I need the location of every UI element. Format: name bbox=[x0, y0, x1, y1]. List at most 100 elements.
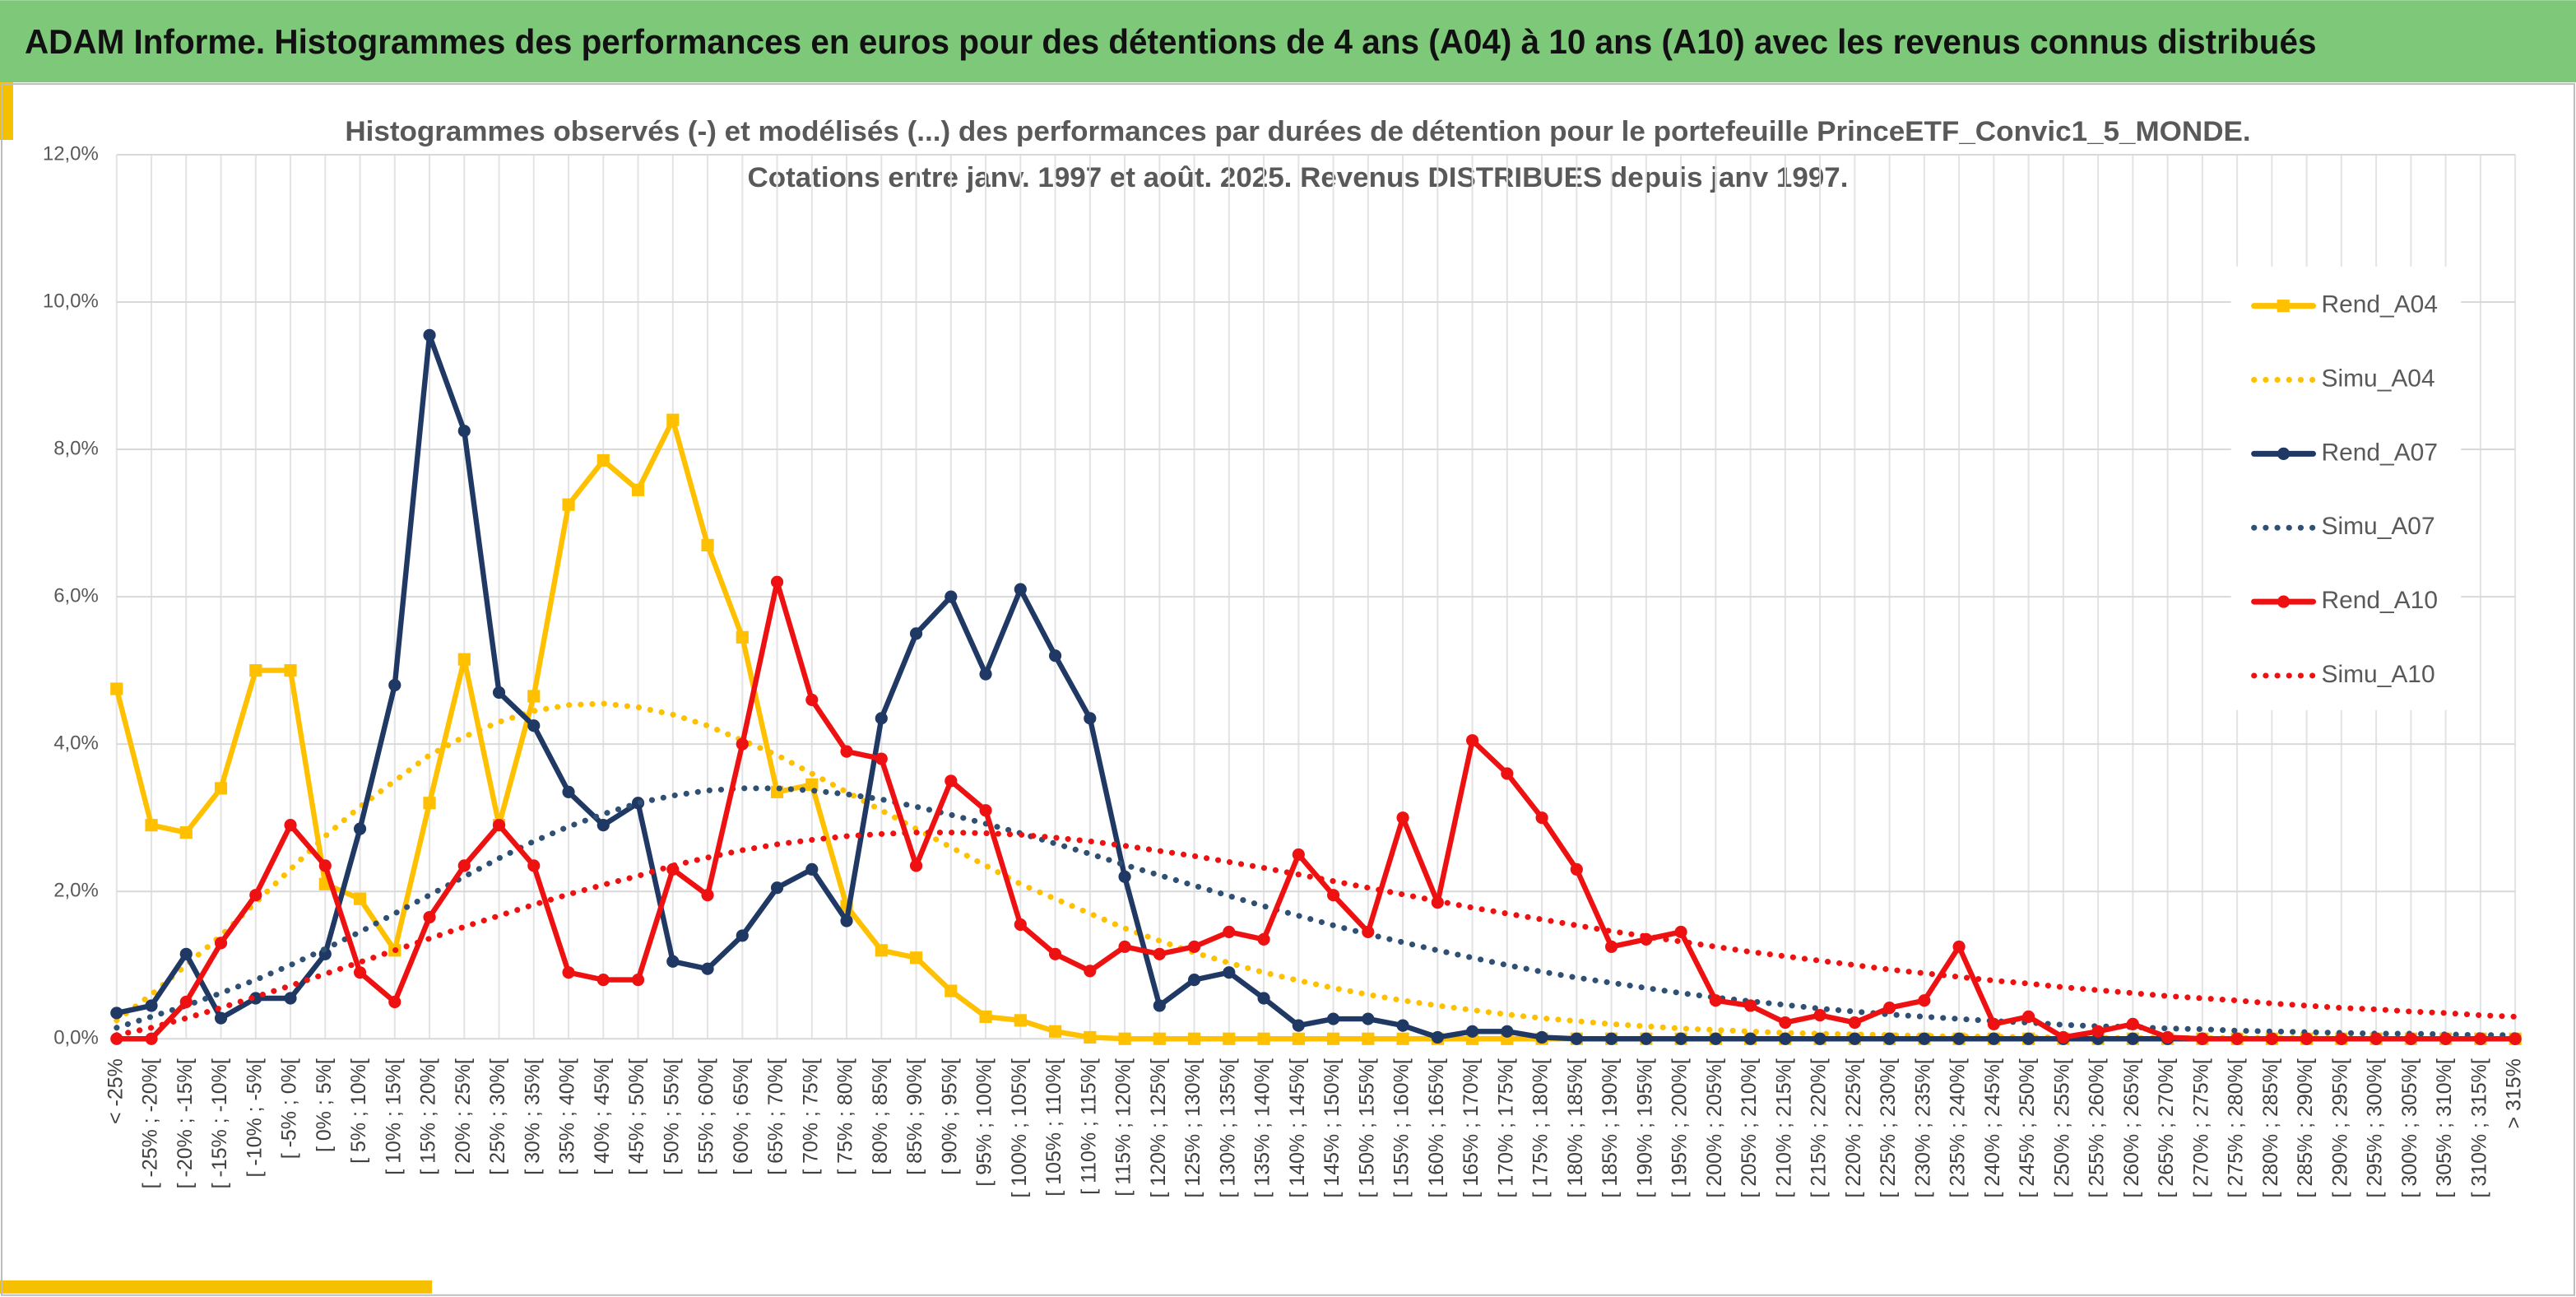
marker bbox=[423, 910, 436, 924]
x-tick-label: [ 110% ; 115%[ bbox=[1077, 1058, 1100, 1195]
marker bbox=[1153, 1032, 1166, 1045]
marker bbox=[2369, 1032, 2383, 1045]
x-tick-label: [ 70% ; 75%[ bbox=[799, 1058, 822, 1175]
marker bbox=[945, 590, 958, 603]
marker bbox=[736, 737, 749, 751]
x-tick-label: [ -20% ; -15%[ bbox=[174, 1058, 197, 1188]
marker bbox=[284, 664, 297, 677]
marker bbox=[596, 819, 610, 832]
marker bbox=[1292, 848, 1305, 862]
x-tick-label: [ 280% ; 285%[ bbox=[2259, 1058, 2282, 1197]
marker bbox=[214, 782, 228, 795]
marker bbox=[875, 752, 888, 765]
marker bbox=[2265, 1032, 2278, 1045]
x-tick-label: [ 195% ; 200%[ bbox=[1669, 1058, 1692, 1197]
y-tick-label: 0,0% bbox=[53, 1027, 99, 1049]
marker bbox=[1640, 1032, 1653, 1045]
marker bbox=[110, 1006, 123, 1020]
marker bbox=[1674, 925, 1687, 939]
marker bbox=[2335, 1032, 2348, 1045]
y-tick-label: 6,0% bbox=[53, 584, 99, 607]
marker bbox=[1987, 1032, 2000, 1045]
marker bbox=[457, 653, 471, 666]
marker bbox=[701, 538, 714, 552]
marker bbox=[179, 825, 193, 839]
marker bbox=[284, 819, 297, 832]
marker bbox=[1014, 583, 1027, 596]
marker bbox=[249, 664, 262, 677]
marker bbox=[2196, 1032, 2209, 1045]
marker bbox=[2474, 1032, 2487, 1045]
marker bbox=[1535, 811, 1548, 825]
y-tick-label: 12,0% bbox=[43, 142, 99, 165]
x-tick-label: [ 45% ; 50%[ bbox=[625, 1058, 648, 1175]
x-tick-label: [ -25% ; -20%[ bbox=[139, 1058, 162, 1188]
marker bbox=[1883, 1002, 1896, 1015]
marker bbox=[492, 686, 506, 700]
marker bbox=[2057, 1030, 2070, 1044]
marker bbox=[1048, 947, 1062, 960]
marker bbox=[1396, 1019, 1409, 1032]
marker bbox=[979, 1010, 992, 1023]
marker bbox=[2230, 1032, 2244, 1045]
marker bbox=[1153, 999, 1166, 1012]
marker bbox=[2404, 1032, 2417, 1045]
x-tick-label: [ 65% ; 70%[ bbox=[764, 1058, 787, 1175]
marker bbox=[875, 712, 888, 725]
marker bbox=[1952, 940, 1966, 953]
marker bbox=[701, 962, 714, 975]
marker bbox=[562, 966, 575, 979]
marker bbox=[736, 630, 749, 644]
marker bbox=[1987, 1017, 2000, 1030]
marker bbox=[909, 859, 923, 872]
legend-marker bbox=[2277, 595, 2291, 608]
legend-label: Rend_A07 bbox=[2321, 439, 2438, 466]
marker bbox=[353, 892, 367, 905]
x-tick-label: [ 175% ; 180%[ bbox=[1529, 1058, 1553, 1197]
x-tick-label: [ 130% ; 135%[ bbox=[1216, 1058, 1239, 1197]
y-tick-label: 2,0% bbox=[53, 880, 99, 902]
x-tick-label: [ 140% ; 145%[ bbox=[1286, 1058, 1309, 1197]
x-tick-label: [ 80% ; 85%[ bbox=[869, 1058, 892, 1175]
marker bbox=[1604, 940, 1618, 953]
x-tick-label: [ 120% ; 125%[ bbox=[1147, 1058, 1170, 1197]
x-tick-label: [ 55% ; 60%[ bbox=[695, 1058, 718, 1175]
accent bbox=[0, 82, 13, 140]
legend-label: Rend_A10 bbox=[2321, 587, 2438, 614]
chart-title: Histogrammes observés (-) et modélisés (… bbox=[345, 116, 2250, 147]
marker bbox=[388, 995, 401, 1009]
x-tick-label: [ 210% ; 215%[ bbox=[1772, 1058, 1795, 1197]
marker bbox=[805, 862, 819, 876]
x-tick-label: [ 255% ; 260%[ bbox=[2086, 1058, 2109, 1197]
x-tick-label: [ 155% ; 160%[ bbox=[1390, 1058, 1413, 1197]
marker bbox=[1048, 649, 1062, 662]
marker bbox=[909, 951, 923, 965]
x-tick-label: [ 260% ; 265%[ bbox=[2120, 1058, 2143, 1197]
marker bbox=[1396, 1032, 1409, 1045]
marker bbox=[179, 995, 193, 1009]
marker bbox=[527, 719, 541, 732]
marker bbox=[110, 1032, 123, 1045]
x-tick-label: [ -10% ; -5%[ bbox=[243, 1058, 266, 1177]
marker bbox=[562, 785, 575, 798]
marker bbox=[805, 778, 819, 791]
marker bbox=[179, 947, 193, 960]
marker bbox=[145, 999, 158, 1012]
marker bbox=[1570, 862, 1583, 876]
marker bbox=[353, 822, 367, 835]
marker bbox=[1326, 1012, 1340, 1025]
marker bbox=[457, 425, 471, 438]
marker bbox=[457, 859, 471, 872]
marker bbox=[1292, 1019, 1305, 1032]
x-tick-label: [ 170% ; 175%[ bbox=[1494, 1058, 1517, 1197]
marker bbox=[1326, 1032, 1340, 1045]
marker bbox=[596, 974, 610, 987]
marker bbox=[214, 1011, 228, 1025]
marker bbox=[214, 937, 228, 950]
marker bbox=[2439, 1032, 2453, 1045]
marker bbox=[1084, 1030, 1097, 1044]
marker bbox=[1257, 992, 1270, 1005]
marker bbox=[1362, 1032, 1375, 1045]
marker bbox=[945, 984, 958, 997]
marker bbox=[388, 678, 401, 692]
